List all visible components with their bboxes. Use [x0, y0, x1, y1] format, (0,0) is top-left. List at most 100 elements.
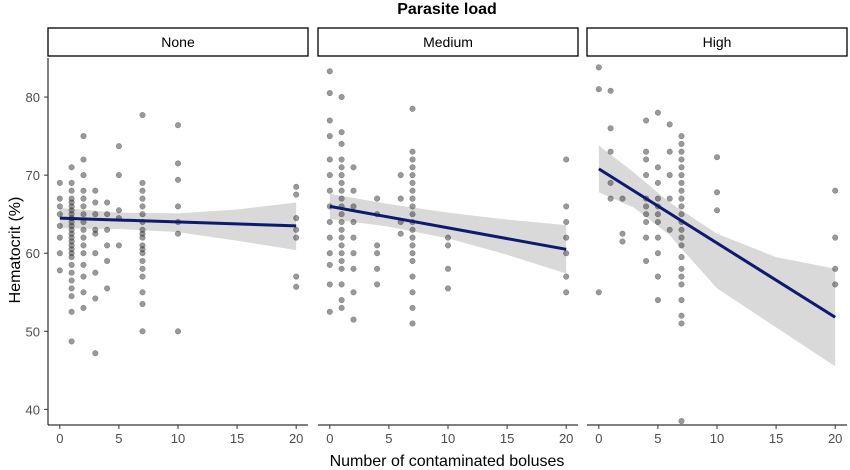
data-point	[713, 207, 721, 214]
data-point	[409, 105, 416, 112]
data-point	[293, 234, 300, 241]
data-point	[654, 164, 661, 171]
data-point	[174, 176, 182, 183]
data-point	[409, 148, 416, 155]
data-point	[678, 211, 685, 218]
data-point	[654, 234, 661, 241]
data-point	[139, 179, 146, 186]
data-point	[68, 261, 75, 268]
data-point	[68, 195, 75, 202]
confidence-band	[329, 193, 567, 274]
data-point	[139, 242, 146, 249]
data-point	[326, 308, 333, 315]
data-point	[139, 211, 146, 218]
data-point	[56, 211, 63, 218]
x-tick-label: 10	[441, 431, 455, 446]
data-point	[326, 133, 333, 140]
data-point	[338, 218, 345, 226]
data-point	[68, 179, 75, 186]
data-point	[678, 187, 685, 194]
data-point	[350, 289, 357, 296]
data-point	[619, 195, 626, 202]
data-point	[338, 242, 345, 249]
panel-strip-label: Medium	[423, 34, 473, 50]
data-point	[409, 257, 416, 265]
data-point	[326, 250, 333, 257]
data-point	[654, 179, 661, 186]
data-point	[338, 281, 345, 288]
data-point	[80, 289, 87, 296]
data-point	[338, 195, 345, 202]
data-point	[397, 172, 404, 179]
data-point	[374, 195, 381, 202]
data-point	[619, 238, 626, 245]
x-tick-label: 20	[828, 431, 842, 446]
x-tick-label: 20	[559, 431, 573, 446]
data-point	[678, 195, 685, 202]
data-point	[563, 218, 570, 226]
data-point	[139, 265, 146, 272]
data-point	[338, 129, 345, 136]
data-point	[92, 226, 99, 233]
data-point	[444, 285, 452, 292]
data-point	[174, 230, 182, 237]
data-point	[374, 242, 381, 249]
data-point	[654, 273, 661, 280]
data-point	[409, 242, 416, 249]
data-point	[80, 261, 87, 268]
data-point	[338, 250, 345, 257]
data-point	[338, 265, 345, 272]
data-point	[643, 203, 650, 210]
data-point	[56, 222, 63, 229]
data-point	[654, 250, 661, 257]
data-point	[563, 203, 570, 210]
data-point	[832, 281, 839, 288]
data-point	[409, 234, 416, 241]
data-point	[678, 148, 685, 155]
y-axis-label: Hematocrit (%)	[7, 197, 24, 304]
data-point	[666, 195, 673, 202]
data-point	[409, 164, 416, 171]
data-point	[139, 195, 146, 202]
data-point	[56, 179, 63, 186]
data-point	[80, 226, 87, 233]
data-point	[56, 234, 63, 241]
data-point	[678, 226, 685, 233]
data-point	[104, 226, 111, 233]
data-point	[68, 277, 75, 284]
data-point	[338, 226, 345, 233]
data-point	[563, 156, 570, 163]
data-point	[293, 283, 300, 290]
data-point	[409, 179, 416, 186]
data-point	[139, 328, 146, 335]
data-point	[139, 203, 146, 210]
x-tick-label: 20	[289, 431, 303, 446]
data-point	[643, 117, 650, 124]
data-point	[115, 172, 122, 179]
data-point	[654, 211, 661, 218]
data-point	[678, 297, 685, 304]
data-point	[174, 203, 182, 210]
data-point	[409, 304, 416, 311]
data-point	[56, 267, 63, 274]
data-point	[68, 285, 75, 292]
regression-line	[59, 216, 297, 228]
data-point	[654, 195, 661, 202]
data-point	[68, 164, 75, 171]
data-point	[326, 172, 333, 179]
data-point	[80, 234, 87, 241]
data-point	[104, 257, 111, 265]
x-tick-label: 15	[769, 431, 783, 446]
data-point	[409, 203, 416, 210]
data-point	[409, 211, 416, 218]
data-point	[678, 234, 685, 241]
data-point	[139, 111, 146, 119]
data-point	[80, 304, 87, 311]
data-point	[293, 215, 300, 222]
data-point	[397, 195, 404, 202]
y-tick-label: 80	[26, 90, 40, 105]
data-point	[338, 93, 345, 101]
y-tick-label: 70	[26, 168, 40, 183]
data-point	[595, 64, 602, 71]
data-point	[678, 254, 685, 261]
